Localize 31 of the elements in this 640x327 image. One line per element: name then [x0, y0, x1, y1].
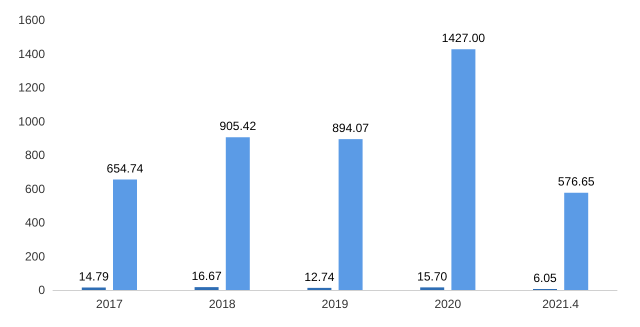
x-tick-label: 2019 — [322, 297, 349, 311]
bar — [226, 137, 250, 290]
x-tick-label: 2021.4 — [542, 297, 580, 311]
bar — [194, 287, 219, 290]
y-tick-label: 800 — [24, 148, 46, 162]
y-tick-label: 600 — [24, 182, 46, 196]
data-label: 654.74 — [106, 162, 144, 176]
data-label: 1427.00 — [442, 31, 486, 46]
data-label: 16.67 — [192, 269, 222, 284]
y-tick-label: 200 — [24, 249, 46, 264]
y-tick-label: 1000 — [18, 114, 46, 128]
data-label: 12.74 — [304, 270, 335, 284]
y-tick-label: 1600 — [18, 13, 46, 27]
data-label: 14.79 — [78, 270, 110, 284]
bar — [420, 287, 444, 290]
bar — [564, 192, 588, 290]
x-tick-label: 2018 — [208, 297, 236, 311]
data-label: 6.05 — [533, 270, 557, 285]
bar — [113, 180, 137, 290]
x-tick-label: 2017 — [96, 297, 124, 311]
y-tick-label: 1400 — [18, 46, 46, 61]
data-label: 905.42 — [219, 119, 256, 134]
data-label: 15.70 — [417, 269, 448, 284]
y-tick-label: 400 — [24, 216, 46, 230]
y-tick-label: 0 — [38, 283, 46, 297]
bar — [451, 49, 476, 290]
data-label: 576.65 — [558, 174, 595, 189]
y-tick-label: 1200 — [18, 80, 46, 94]
x-tick-label: 2020 — [434, 297, 462, 311]
bar — [338, 139, 363, 290]
data-label: 894.07 — [332, 121, 370, 136]
